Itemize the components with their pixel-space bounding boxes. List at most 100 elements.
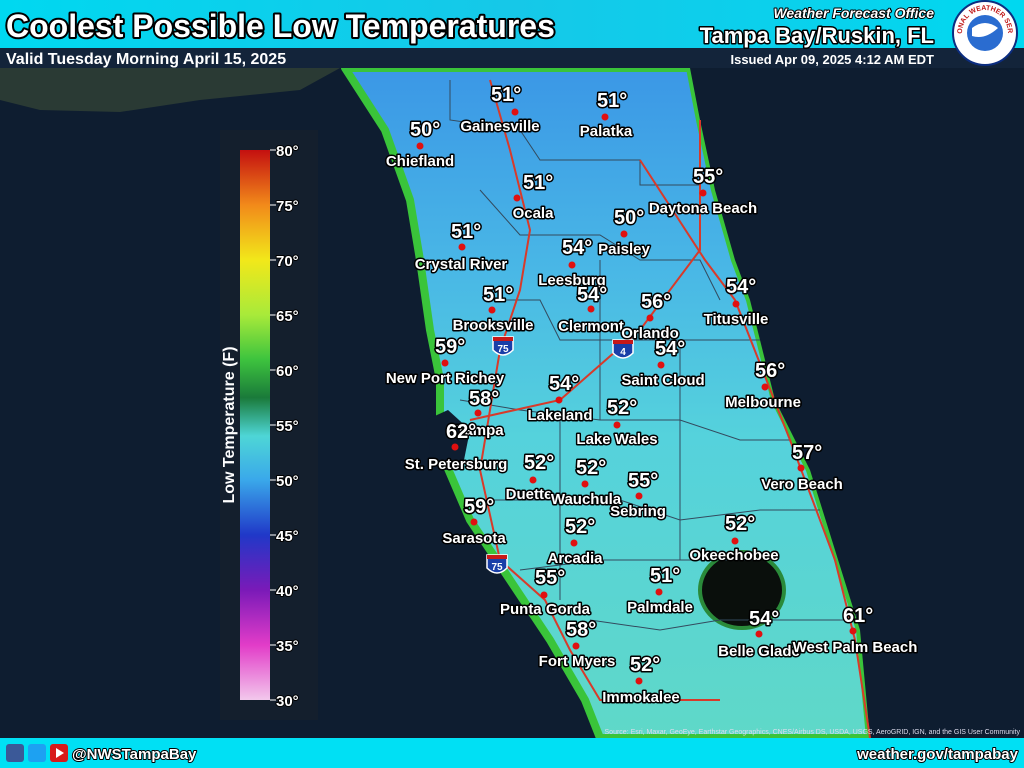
shield-label: 75: [497, 344, 509, 355]
attribution: Source: Esri, Maxar, GeoEye, Earthstar G…: [605, 729, 1021, 736]
shield: [612, 339, 634, 359]
city-name: Gainesville: [460, 118, 539, 135]
atlantic: [690, 68, 1024, 738]
city-dot: [635, 677, 643, 685]
city-dot: [555, 396, 563, 404]
city-dot: [488, 306, 496, 314]
city-dot: [587, 305, 595, 313]
legend-tick-label: 55°: [276, 418, 299, 435]
city-name: West Palm Beach: [793, 639, 918, 656]
shield-label: 4: [620, 347, 626, 358]
interstates: [469, 79, 871, 739]
city-dot: [613, 421, 621, 429]
legend-tick-label: 30°: [276, 693, 299, 710]
issued-time: Issued Apr 09, 2025 4:12 AM EDT: [730, 52, 934, 67]
shield-top: [487, 555, 507, 559]
legend-tick-label: 50°: [276, 473, 299, 490]
shield: [492, 336, 514, 356]
city-temp: 52°: [565, 516, 595, 538]
city-name: Daytona Beach: [649, 200, 757, 217]
city-dot: [797, 464, 805, 472]
city-dot: [570, 539, 578, 547]
city-name: Arcadia: [547, 550, 603, 567]
city-dot: [441, 359, 449, 367]
legend-title: Low Temperature (F): [221, 346, 238, 503]
city-temp: 54°: [655, 338, 685, 360]
city-name: Punta Gorda: [500, 601, 591, 618]
city-name: St. Petersburg: [405, 456, 508, 473]
city-name: Fort Myers: [539, 653, 616, 670]
city-name: Lakeland: [527, 407, 592, 424]
city-dot: [655, 588, 663, 596]
city-dot: [529, 476, 537, 484]
tampa-bay: [426, 410, 470, 470]
city-name: Duette: [506, 486, 553, 503]
city-dot: [540, 591, 548, 599]
city-dot: [635, 492, 643, 500]
city-name: Paisley: [598, 241, 650, 258]
city-temp: 54°: [726, 276, 756, 298]
city-name: Leesburg: [538, 272, 606, 289]
city-name: New Port Richey: [386, 370, 505, 387]
city-dot: [581, 480, 589, 488]
footer-url[interactable]: weather.gov/tampabay: [855, 745, 1020, 764]
legend-tick-label: 70°: [276, 253, 299, 270]
city-temp: 51°: [597, 90, 627, 112]
city-temp: 52°: [607, 397, 637, 419]
city-temp: 57°: [792, 442, 822, 464]
city-name: Clermont: [558, 318, 624, 335]
shield-top: [493, 337, 513, 341]
city-dot: [416, 142, 424, 150]
city-name: Lake Wales: [576, 431, 657, 448]
city-name: Palmdale: [627, 599, 693, 616]
city-name: Melbourne: [725, 394, 801, 411]
city-dot: [761, 383, 769, 391]
city-name: Ocala: [513, 205, 555, 222]
city-temp: 51°: [451, 221, 481, 243]
city-temp: 56°: [641, 291, 671, 313]
cities: 51° Gainesville 51° Palatka 50° Chiefland 55° D…: [384, 83, 919, 708]
city-temp: 55°: [535, 567, 565, 589]
city-temp: 51°: [523, 172, 553, 194]
city-dot: [657, 361, 665, 369]
city-name: Okeechobee: [689, 547, 778, 564]
city-temp: 52°: [576, 457, 606, 479]
city-temp: 51°: [491, 84, 521, 106]
facebook-icon[interactable]: [6, 744, 24, 762]
city-dot: [451, 443, 459, 451]
footer-handle[interactable]: @NWSTampaBay: [71, 745, 198, 764]
city-dot: [474, 409, 482, 417]
city-temp: 59°: [464, 496, 494, 518]
city-temp: 58°: [566, 619, 596, 641]
shield-label: 75: [491, 562, 503, 573]
city-name: Tampa: [456, 422, 504, 439]
city-dot: [513, 194, 521, 202]
shields: 75 4 75: [486, 336, 634, 574]
shield-top: [613, 340, 633, 344]
city-temp: 52°: [524, 452, 554, 474]
legend-tick-label: 35°: [276, 638, 299, 655]
city-name: Orlando: [621, 325, 679, 342]
city-name: Crystal River: [415, 256, 508, 273]
city-name: Immokalee: [602, 689, 680, 706]
title: Coolest Possible Low Temperatures: [6, 8, 555, 44]
legend-tick-label: 45°: [276, 528, 299, 545]
lake-okeechobee: [698, 550, 786, 630]
city-temp: 52°: [630, 654, 660, 676]
city-dot: [732, 300, 740, 308]
city-dot: [755, 630, 763, 638]
legend-tick-label: 60°: [276, 363, 299, 380]
city-temp: 58°: [469, 388, 499, 410]
city-temp: 52°: [725, 513, 755, 535]
city-temp: 55°: [693, 166, 723, 188]
city-dot: [458, 243, 466, 251]
city-dot: [646, 314, 654, 322]
city-name: Saint Cloud: [621, 372, 704, 389]
twitter-icon[interactable]: [28, 744, 46, 762]
legend-ticks: 80° 75° 70° 65° 60° 55° 50° 45° 40° 35° 30°: [270, 142, 300, 711]
city-name: Sarasota: [442, 530, 506, 547]
city-dot: [601, 113, 609, 121]
city-name: Wauchula: [551, 491, 622, 508]
city-dot: [470, 518, 478, 526]
